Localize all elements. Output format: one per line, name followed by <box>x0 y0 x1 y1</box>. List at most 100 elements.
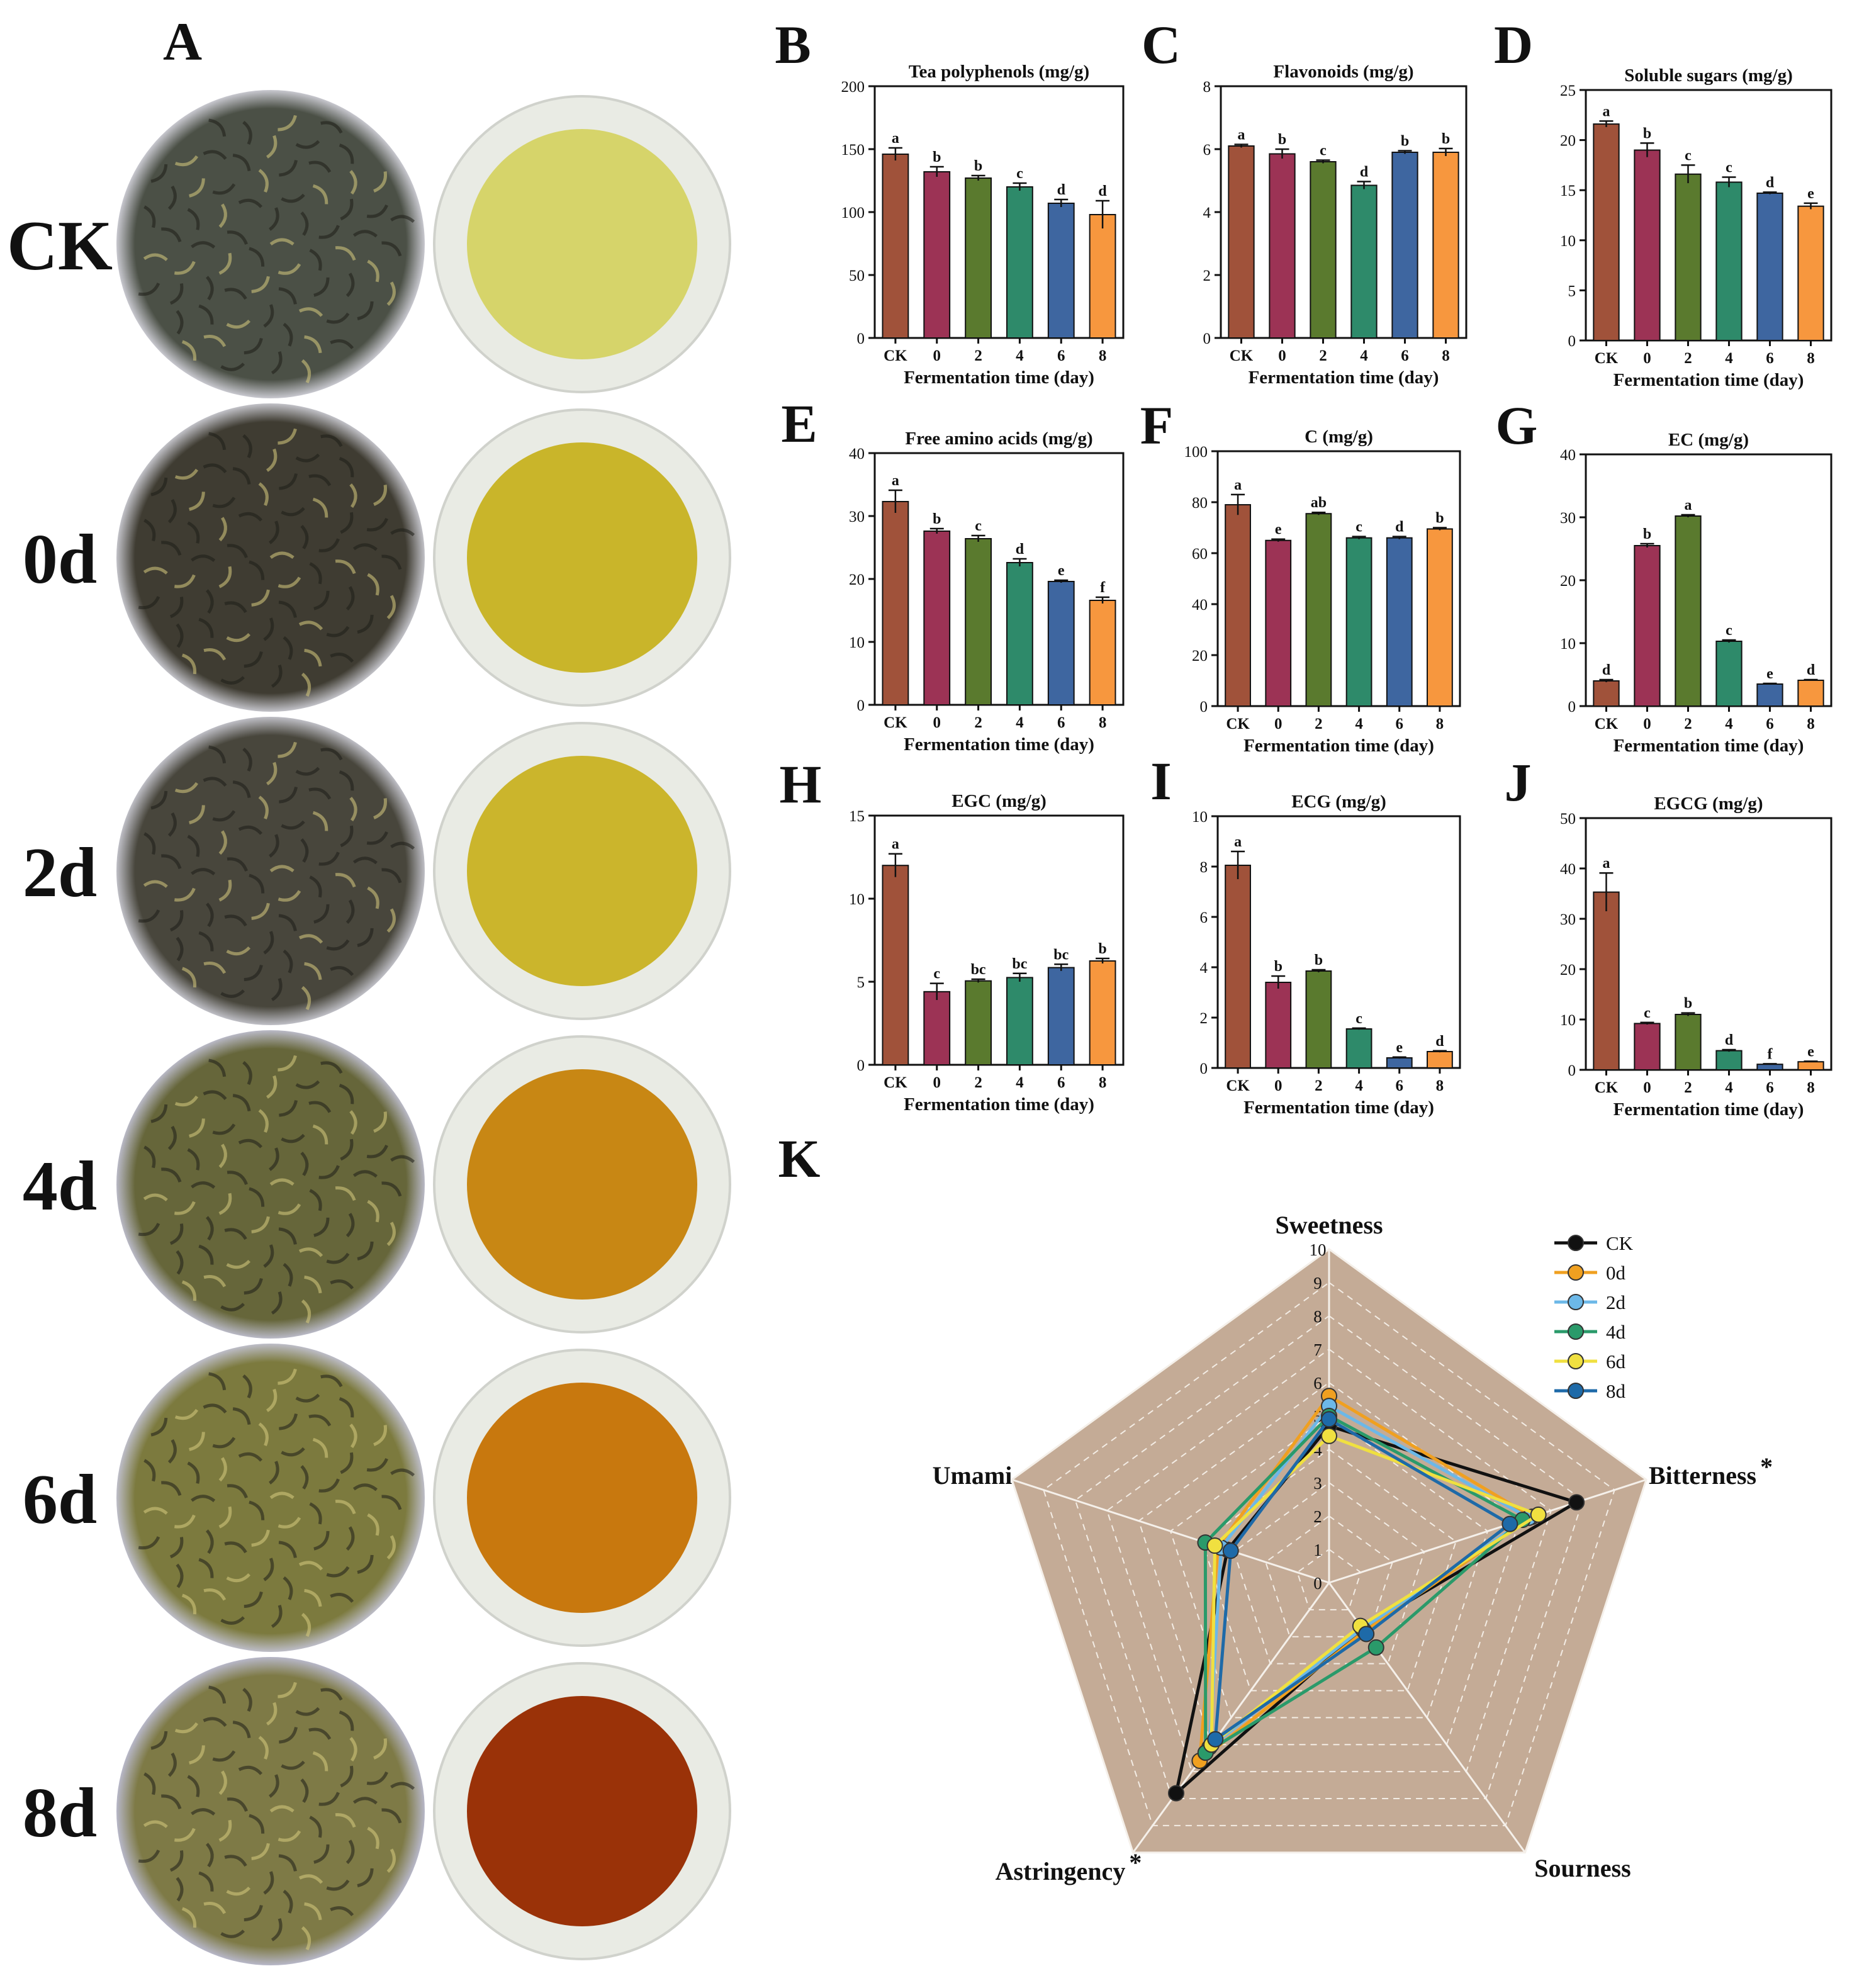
bar-2 <box>965 980 992 1066</box>
photo-row-8d: 8d <box>23 1657 731 1965</box>
x-tick-label: 4 <box>1725 350 1733 367</box>
y-tick-label: 30 <box>849 508 865 525</box>
x-axis-label: Fermentation time (day) <box>904 734 1094 755</box>
radar-series-line <box>1198 1393 1535 1765</box>
y-tick-label: 0 <box>1568 1062 1576 1079</box>
x-tick-label: 2 <box>1684 716 1692 733</box>
tea-infusion <box>467 129 697 359</box>
x-tick-label: CK <box>1230 347 1254 364</box>
significance-letter: a <box>1238 127 1245 143</box>
chart-d: D Soluble sugars (mg/g) 0 5 10 15 20 25 a CK b 0 c 2 c… <box>1494 14 1833 390</box>
bar-4 <box>1345 537 1372 707</box>
bar-8 <box>1089 960 1116 1065</box>
radar-point <box>1501 1515 1518 1532</box>
chart-e: E Free amino acids (mg/g) 0 10 20 30 40 a CK b 0 c 2… <box>781 393 1125 755</box>
x-tick-label: 4 <box>1725 716 1733 733</box>
tea-infusion <box>467 1069 697 1300</box>
bar-2 <box>1310 161 1337 339</box>
chart-title: Free amino acids (mg/g) <box>905 429 1092 449</box>
significance-letter: b <box>1278 132 1286 148</box>
tea-infusion <box>467 442 697 673</box>
chart-title: ECG (mg/g) <box>1291 792 1386 812</box>
significance-letter: b <box>1684 996 1692 1012</box>
significance-letter: b <box>1435 510 1444 527</box>
radar-grid-ring <box>1138 1381 1520 1746</box>
significance-letter: c <box>1355 1011 1362 1027</box>
significance-letter: d <box>1395 519 1404 536</box>
significance-letter: c <box>1685 147 1692 164</box>
x-tick-label: 6 <box>1396 1077 1404 1094</box>
bar-ck <box>1225 865 1251 1069</box>
x-tick-label: 4 <box>1016 1074 1024 1091</box>
chart-title: EC (mg/g) <box>1668 430 1749 450</box>
bar-6 <box>1047 581 1075 705</box>
legend-marker <box>1568 1353 1584 1369</box>
significance-letter: e <box>1058 563 1065 579</box>
y-tick-label: 4 <box>1203 205 1211 222</box>
plot-frame <box>1216 450 1461 707</box>
radar-point <box>1321 1427 1337 1444</box>
significance-letter: c <box>1726 622 1732 639</box>
y-tick-label: 100 <box>841 205 865 222</box>
panel-letter-b: B <box>775 14 811 75</box>
radar-series-line <box>1203 1413 1525 1756</box>
radar-tick-label: 2 <box>1313 1507 1322 1526</box>
radar-grid-ring <box>1074 1315 1584 1800</box>
x-tick-label: 0 <box>933 347 941 364</box>
row-label: CK <box>7 207 113 285</box>
bar-4 <box>1006 186 1033 339</box>
significance-letter: a <box>1234 477 1242 493</box>
radar-axis-label-umami: Umami <box>933 1461 1013 1490</box>
radar-tick-label: 1 <box>1313 1541 1322 1559</box>
radar-series-line <box>1174 1424 1581 1798</box>
significance-letter: c <box>1644 1005 1651 1021</box>
y-tick-label: 8 <box>1200 859 1208 876</box>
significance-letter: d <box>1725 1032 1734 1048</box>
y-tick-label: 20 <box>1560 573 1576 590</box>
x-tick-label: 6 <box>1057 347 1065 364</box>
y-tick-label: 20 <box>1560 133 1576 150</box>
chart-title: EGCG (mg/g) <box>1654 794 1763 814</box>
significance-letter: b <box>1315 952 1323 969</box>
panel-letter-i: I <box>1150 751 1171 811</box>
x-tick-label: 0 <box>933 1074 941 1091</box>
significance-letter: b <box>933 511 941 527</box>
row-label: 0d <box>23 520 97 598</box>
row-label: 4d <box>23 1147 97 1225</box>
leaf-texture <box>138 428 415 697</box>
y-tick-label: 0 <box>1200 1060 1208 1077</box>
radar-grid-ring <box>1265 1515 1393 1637</box>
bar-ck <box>1228 145 1255 339</box>
significance-letter: a <box>892 130 899 147</box>
chart-title: EGC (mg/g) <box>951 791 1047 811</box>
radar-axis-label-bitterness: Bitterness * <box>1649 1452 1773 1490</box>
bar-4 <box>1715 181 1743 341</box>
x-tick-label: CK <box>884 347 907 364</box>
radar-spoke <box>1011 1478 1330 1584</box>
legend-marker <box>1568 1294 1584 1310</box>
x-tick-label: 2 <box>1315 716 1323 733</box>
leaf-texture <box>138 1055 415 1324</box>
bar-ck <box>1225 504 1251 707</box>
significance-letter: b <box>1401 133 1409 150</box>
radar-tick-label: 7 <box>1313 1340 1322 1359</box>
x-tick-label: 8 <box>1442 347 1450 364</box>
axis-name: Bitterness <box>1649 1461 1756 1490</box>
bar-ck <box>882 501 909 705</box>
dry-leaf-photo <box>116 90 425 398</box>
radar-point <box>1222 1542 1239 1559</box>
bar-0 <box>923 531 951 705</box>
significance-mark: * <box>1760 1452 1773 1481</box>
x-tick-label: 2 <box>1684 350 1692 367</box>
legend-label: 8d <box>1606 1380 1626 1402</box>
plot-frame <box>873 814 1125 1066</box>
significance-letter: f <box>1768 1046 1773 1062</box>
y-tick-label: 40 <box>849 446 865 463</box>
x-tick-label: 6 <box>1401 347 1409 364</box>
x-tick-label: 8 <box>1099 714 1107 731</box>
x-tick-label: 0 <box>1643 716 1651 733</box>
significance-mark: * <box>1129 1848 1142 1877</box>
plot-frame <box>1220 85 1468 339</box>
y-tick-label: 2 <box>1200 1010 1208 1027</box>
tea-photo-grid: A CK 0d 2d 4d 6d 8d <box>7 11 731 1965</box>
